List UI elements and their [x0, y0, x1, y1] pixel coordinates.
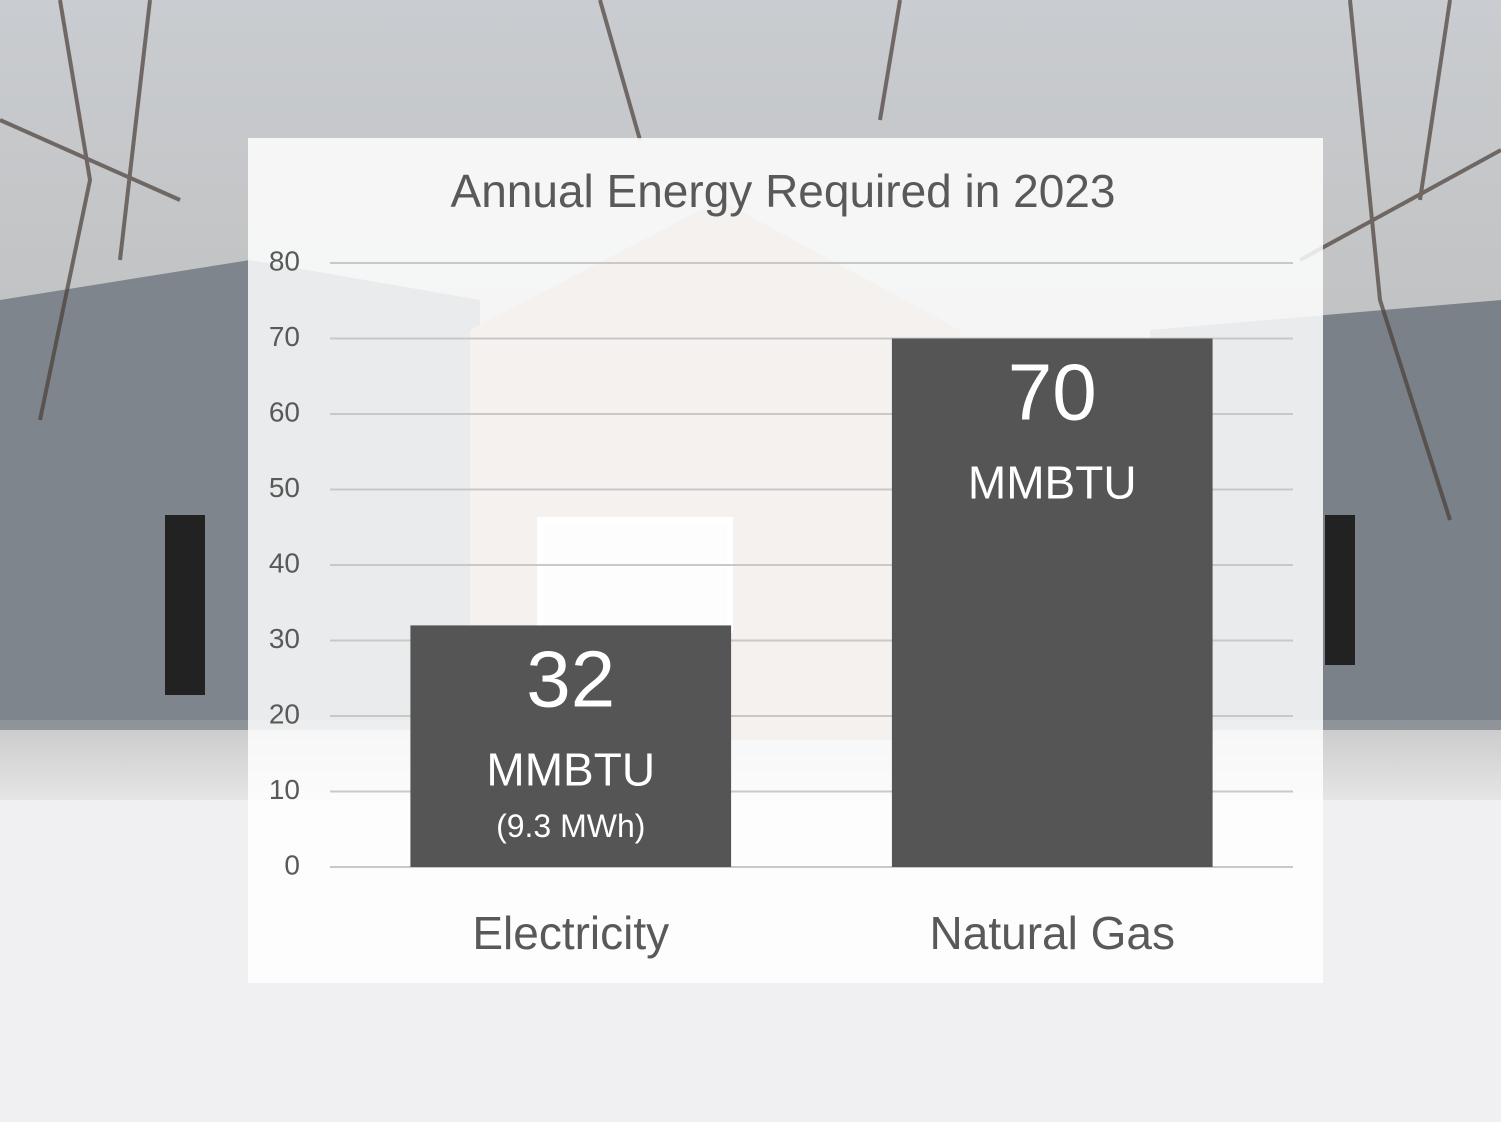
- chart-title: Annual Energy Required in 2023: [451, 165, 1116, 217]
- page: Annual Energy Required in 2023 0 10 20 30 40…: [0, 0, 1501, 1122]
- data-label: 70: [1008, 348, 1097, 437]
- data-label: MMBTU: [486, 744, 655, 796]
- data-label: 32: [526, 635, 615, 724]
- y-tick-label: 70: [269, 321, 300, 352]
- y-tick-label: 20: [269, 698, 300, 729]
- y-tick-label: 80: [269, 245, 300, 276]
- y-tick-label: 30: [269, 623, 300, 654]
- y-tick-label: 50: [269, 472, 300, 503]
- slide: Annual Energy Required in 2023 0 10 20 30 40…: [0, 0, 1501, 1122]
- x-tick-label: Natural Gas: [930, 907, 1175, 959]
- y-tick-label: 10: [269, 774, 300, 805]
- data-label: (9.3 MWh): [496, 808, 645, 844]
- data-label: MMBTU: [968, 457, 1137, 509]
- y-tick-label: 60: [269, 396, 300, 427]
- y-tick-label: 40: [269, 547, 300, 578]
- y-tick-label: 0: [284, 849, 300, 880]
- x-tick-label: Electricity: [472, 907, 669, 959]
